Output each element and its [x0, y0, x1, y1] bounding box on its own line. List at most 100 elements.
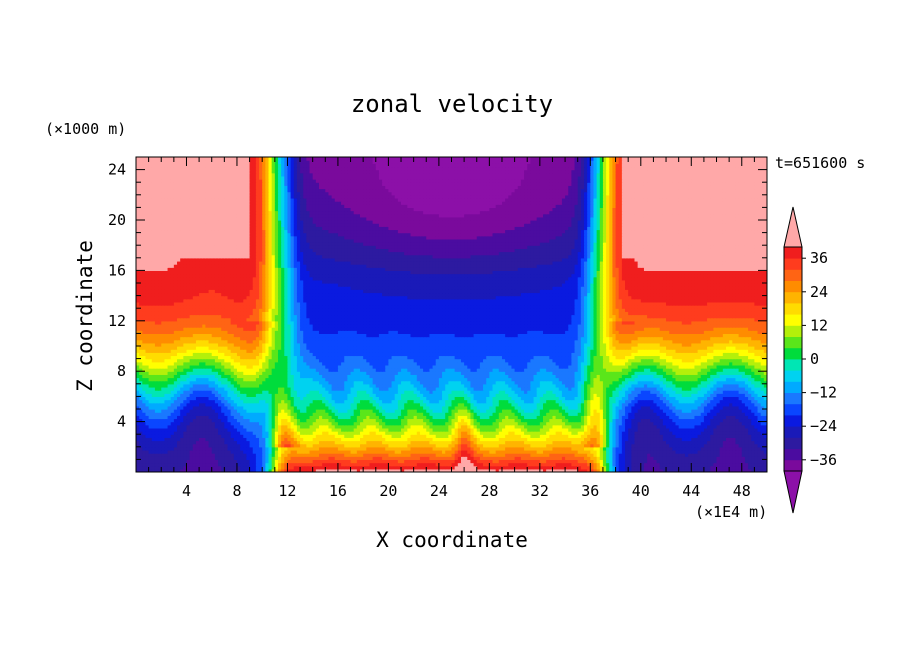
- field-cell: [489, 462, 494, 467]
- field-cell: [672, 440, 677, 445]
- field-cell: [271, 440, 276, 445]
- field-cell: [505, 449, 509, 454]
- field-cell: [347, 453, 352, 457]
- field-cell: [511, 465, 516, 470]
- field-cell: [590, 437, 595, 442]
- field-cell: [360, 440, 364, 445]
- field-cell: [454, 453, 459, 457]
- field-cell: [363, 456, 367, 460]
- field-cell: [325, 446, 330, 451]
- field-cell: [331, 449, 336, 454]
- field-cell: [192, 456, 197, 460]
- field-cell: [470, 459, 475, 464]
- field-cell: [634, 456, 639, 460]
- field-cell: [637, 440, 642, 445]
- field-cell: [300, 465, 304, 470]
- field-cell: [429, 453, 434, 457]
- field-cell: [136, 440, 140, 445]
- field-cell: [274, 443, 279, 448]
- field-cell: [738, 453, 743, 457]
- field-cell: [325, 440, 330, 445]
- field-cell: [391, 443, 396, 448]
- field-cell: [669, 443, 673, 448]
- field-cell: [596, 446, 601, 451]
- field-cell: [401, 437, 405, 442]
- field-cell: [470, 443, 475, 448]
- field-cell: [240, 443, 244, 448]
- field-cell: [252, 456, 257, 460]
- field-cell: [549, 449, 554, 454]
- field-cell: [751, 453, 755, 457]
- field-cell: [549, 437, 554, 442]
- field-cell: [568, 453, 572, 457]
- field-cell: [325, 462, 330, 467]
- field-cell: [722, 437, 727, 442]
- field-cell: [195, 459, 200, 464]
- field-cell: [164, 443, 169, 448]
- field-cell: [218, 459, 222, 464]
- field-cell: [703, 465, 708, 470]
- field-cell: [593, 440, 598, 445]
- field-cell: [681, 449, 686, 454]
- field-cell: [669, 462, 673, 467]
- field-cell: [173, 459, 178, 464]
- field-cell: [290, 453, 295, 457]
- field-cell: [404, 446, 408, 451]
- field-cell: [312, 443, 317, 448]
- field-cell: [318, 468, 323, 472]
- field-cell: [738, 443, 743, 448]
- field-cell: [136, 456, 140, 460]
- field-cell: [492, 449, 497, 454]
- field-cell: [549, 456, 554, 460]
- field-cell: [211, 453, 216, 457]
- field-cell: [252, 446, 257, 451]
- field-cell: [154, 449, 159, 454]
- field-cell: [208, 446, 213, 451]
- field-cell: [170, 468, 175, 472]
- field-cell: [356, 440, 361, 445]
- field-cell: [618, 462, 623, 467]
- field-cell: [372, 440, 377, 445]
- field-cell: [423, 449, 427, 454]
- field-cell: [722, 459, 727, 464]
- field-cell: [558, 443, 563, 448]
- field-cell: [290, 437, 295, 442]
- field-cell: [517, 437, 522, 442]
- field-cell: [284, 446, 289, 451]
- field-cell: [170, 462, 175, 467]
- field-cell: [584, 453, 588, 457]
- field-cell: [565, 437, 569, 442]
- field-cell: [448, 456, 453, 460]
- field-cell: [214, 446, 219, 451]
- field-cell: [419, 437, 424, 442]
- field-cell: [262, 440, 266, 445]
- field-cell: [249, 446, 254, 451]
- field-cell: [527, 462, 531, 467]
- field-cell: [388, 449, 393, 454]
- field-cell: [385, 459, 389, 464]
- field-cell: [501, 468, 506, 472]
- field-cell: [640, 465, 645, 470]
- field-cell: [189, 465, 194, 470]
- field-cell: [445, 462, 449, 467]
- field-cell: [350, 465, 355, 470]
- field-cell: [265, 456, 270, 460]
- field-cell: [322, 462, 326, 467]
- field-cell: [271, 446, 276, 451]
- field-cell: [757, 453, 762, 457]
- field-cell: [744, 443, 749, 448]
- field-cell: [202, 437, 207, 442]
- field-cell: [148, 465, 153, 470]
- field-cell: [407, 456, 412, 460]
- field-cell: [590, 468, 595, 472]
- field-cell: [476, 453, 481, 457]
- field-cell: [173, 446, 178, 451]
- field-cell: [240, 465, 244, 470]
- field-cell: [240, 437, 244, 442]
- field-cell: [290, 459, 295, 464]
- field-cell: [631, 468, 636, 472]
- field-cell: [167, 453, 172, 457]
- field-cell: [602, 468, 607, 472]
- field-cell: [416, 437, 421, 442]
- field-cell: [546, 465, 550, 470]
